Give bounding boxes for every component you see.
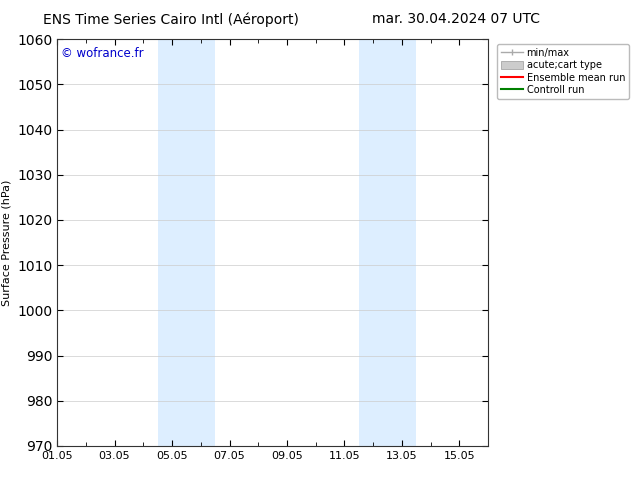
Bar [158, 39, 186, 446]
Bar [359, 39, 387, 446]
Legend: min/max, acute;cart type, Ensemble mean run, Controll run: min/max, acute;cart type, Ensemble mean … [497, 44, 629, 99]
Bar [387, 39, 417, 446]
Text: mar. 30.04.2024 07 UTC: mar. 30.04.2024 07 UTC [373, 12, 540, 26]
Y-axis label: Surface Pressure (hPa): Surface Pressure (hPa) [1, 179, 11, 306]
Text: © wofrance.fr: © wofrance.fr [61, 48, 144, 60]
Text: ENS Time Series Cairo Intl (Aéroport): ENS Time Series Cairo Intl (Aéroport) [43, 12, 299, 27]
Bar [186, 39, 215, 446]
